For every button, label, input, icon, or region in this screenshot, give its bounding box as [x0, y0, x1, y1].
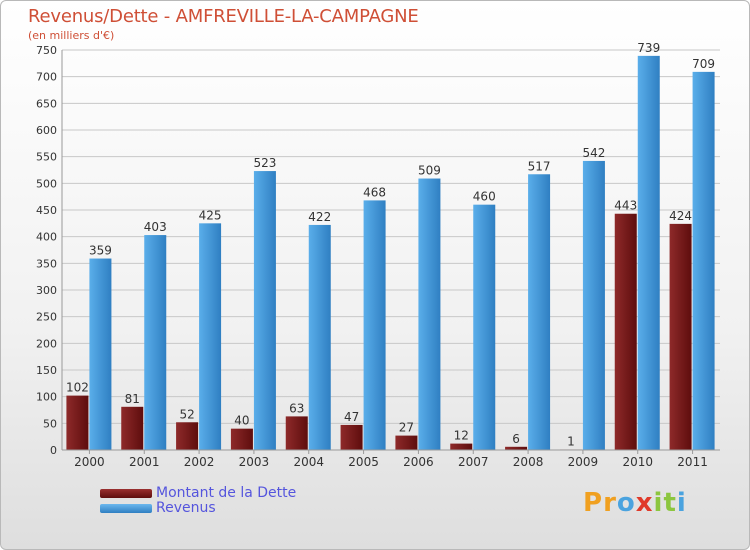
revenue-bar — [363, 200, 386, 450]
debt-value-label: 52 — [179, 407, 194, 421]
debt-swatch — [100, 489, 152, 498]
revenue-value-label: 422 — [308, 210, 331, 224]
revenue-bar — [528, 174, 551, 450]
logo-letter: r — [603, 488, 617, 518]
revenue-bar — [418, 178, 441, 451]
revenue-bar — [473, 204, 496, 450]
debt-value-label: 6 — [512, 432, 520, 446]
revenue-value-label: 523 — [253, 156, 276, 170]
y-tick-label: 400 — [36, 231, 57, 244]
logo-letter: t — [663, 488, 677, 518]
y-tick-label: 300 — [36, 284, 57, 297]
debt-value-label: 424 — [669, 209, 692, 223]
debt-bar — [121, 406, 144, 450]
y-tick-label: 550 — [36, 151, 57, 164]
x-tick-label: 2010 — [622, 455, 653, 469]
y-tick-label: 250 — [36, 311, 57, 324]
x-tick-label: 2009 — [568, 455, 599, 469]
x-tick-label: 2000 — [74, 455, 105, 469]
debt-value-label: 102 — [66, 381, 89, 395]
logo-letter: x — [635, 488, 654, 518]
debt-bar — [450, 443, 473, 450]
x-tick-label: 2003 — [239, 455, 270, 469]
debt-value-label: 1 — [567, 434, 575, 448]
debt-bar — [230, 428, 253, 450]
logo-letter: i — [676, 488, 687, 518]
y-tick-label: 50 — [43, 417, 57, 430]
revenue-value-label: 517 — [528, 159, 551, 173]
debt-value-label: 12 — [454, 429, 469, 443]
proxiti-logo: Proxiti — [583, 488, 687, 518]
x-tick-label: 2001 — [129, 455, 160, 469]
debt-value-label: 40 — [234, 414, 249, 428]
y-tick-label: 650 — [36, 97, 57, 110]
debt-bar — [66, 395, 89, 450]
revenue-bar — [199, 223, 222, 450]
axis-layer: 0 50 100 150 200 250 300 350 400 450 500 550 600 650 7… — [36, 44, 720, 469]
revenue-value-label: 739 — [637, 41, 660, 55]
revenue-value-label: 509 — [418, 164, 441, 178]
logo-letter: o — [616, 488, 636, 518]
debt-value-label: 81 — [125, 392, 140, 406]
revenue-bar — [308, 224, 331, 450]
revenue-value-label: 709 — [692, 57, 715, 71]
y-tick-label: 150 — [36, 364, 57, 377]
y-tick-label: 200 — [36, 337, 57, 350]
revenue-value-label: 460 — [473, 190, 496, 204]
debt-bar — [340, 424, 363, 450]
logo-letter: i — [653, 488, 664, 518]
x-tick-label: 2004 — [293, 455, 324, 469]
y-tick-label: 600 — [36, 124, 57, 137]
y-tick-label: 350 — [36, 257, 57, 270]
debt-bar — [505, 446, 528, 450]
grid-layer — [62, 49, 720, 451]
debt-value-label: 443 — [614, 199, 637, 213]
revenue-swatch — [100, 504, 152, 513]
revenue-value-label: 542 — [582, 146, 605, 160]
debt-bar — [176, 422, 199, 450]
revenue-value-label: 403 — [144, 220, 167, 234]
revenue-value-label: 468 — [363, 185, 386, 199]
bar-layer — [66, 55, 715, 451]
x-tick-label: 2002 — [184, 455, 215, 469]
x-tick-label: 2005 — [348, 455, 379, 469]
debt-bar — [285, 416, 308, 450]
y-tick-label: 0 — [50, 444, 57, 457]
legend-label-debt: Montant de la Dette — [156, 485, 297, 501]
debt-value-label: 27 — [399, 421, 414, 435]
y-tick-label: 500 — [36, 177, 57, 190]
y-tick-label: 700 — [36, 71, 57, 84]
x-tick-label: 2006 — [403, 455, 434, 469]
revenue-bar — [89, 258, 112, 450]
revenue-bar — [692, 71, 715, 450]
chart-subtitle: (en milliers d'€) — [28, 29, 115, 42]
y-tick-label: 100 — [36, 391, 57, 404]
x-tick-label: 2007 — [458, 455, 489, 469]
chart-title: Revenus/Dette - AMFREVILLE-LA-CAMPAGNE — [28, 6, 419, 27]
label-layer: 102 359 81 403 52 425 40 523 63 422 47 468 27 509 12 46… — [66, 41, 715, 449]
debt-value-label: 63 — [289, 401, 304, 415]
revenue-bar — [582, 160, 605, 450]
revenue-bar — [253, 171, 276, 451]
x-tick-label: 2011 — [677, 455, 708, 469]
revenue-bar — [144, 235, 167, 450]
x-tick-label: 2008 — [513, 455, 544, 469]
revenue-value-label: 359 — [89, 244, 112, 258]
debt-value-label: 47 — [344, 410, 359, 424]
debt-bar — [614, 213, 637, 450]
legend-label-revenue: Revenus — [156, 500, 216, 516]
y-tick-label: 750 — [36, 44, 57, 57]
debt-bar — [395, 435, 418, 450]
revenue-value-label: 425 — [199, 208, 222, 222]
logo-letter: P — [583, 488, 604, 518]
y-tick-label: 450 — [36, 204, 57, 217]
debt-bar — [669, 223, 692, 450]
revenue-bar — [637, 55, 660, 450]
